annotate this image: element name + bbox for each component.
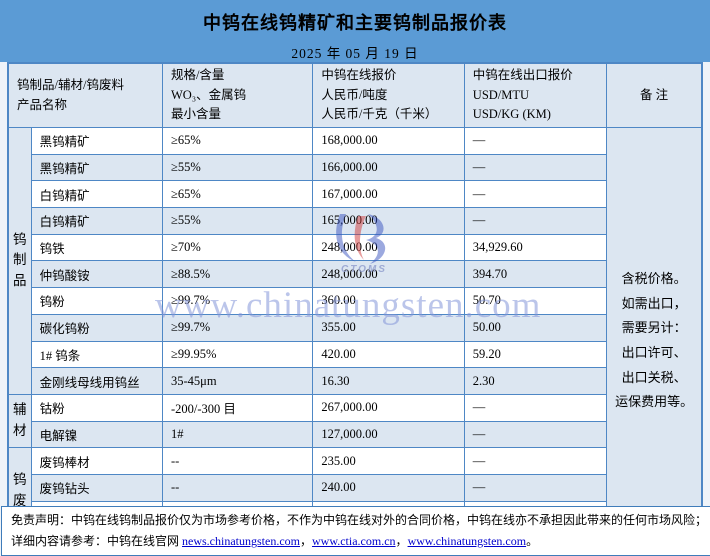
report-date: 2025 年 05 月 19 日 [291,46,419,61]
spec-value: ≥55% [161,153,314,182]
export-price: 34,929.60 [463,233,608,262]
link-chinatungsten[interactable]: www.chinatungsten.com [407,534,527,548]
export-price: — [463,473,608,502]
link-news-chinatungsten[interactable]: news.chinatungsten.com [182,534,300,548]
link-ctia[interactable]: www.ctia.com.cn [312,534,396,548]
spec-value: ≥99.95% [161,340,314,369]
export-price: 59.20 [463,340,608,369]
table-row: 1# 钨条 ≥99.95% 420.00 59.20 [8,340,702,369]
product-name: 1# 钨条 [30,340,163,369]
table-row: 碳化钨粉 ≥99.7% 355.00 50.00 [8,313,702,342]
spec-value: ≥99.7% [161,313,314,342]
spec-value: ≥65% [161,180,314,209]
cny-price: 235.00 [312,447,465,475]
table-row: 钨铁 ≥70% 248,000.00 34,929.60 [8,233,702,262]
spec-value: ≥65% [161,127,314,155]
spec-value: 35-45μm [161,367,314,395]
cny-price: 166,000.00 [312,153,465,182]
table-row: 仲钨酸铵 ≥88.5% 248,000.00 394.70 [8,260,702,289]
product-name: 废钨棒材 [30,447,163,475]
export-price: — [463,207,608,235]
product-name: 钴粉 [30,393,163,422]
table-row: 钨制品 黑钨精矿 ≥65% 168,000.00 — 含税价格。 如需出口， 需… [7,127,703,556]
cny-price: 248,000.00 [312,260,465,289]
group-label-tungsten-products: 钨制品 [7,127,32,395]
spec-value: -- [161,447,314,475]
cny-price: 267,000.00 [312,393,465,422]
table-row: 辅材 钴粉 -200/-300 目 267,000.00 — [7,393,702,449]
export-price: 50.70 [463,287,608,315]
header-product: 钨制品/辅材/钨废料 产品名称 [7,62,163,128]
cny-price: 127,000.00 [312,420,465,449]
cny-price: 355.00 [312,313,465,342]
table-row: 金刚线母线用钨丝 35-45μm 16.30 2.30 [8,367,702,395]
export-price: — [463,447,608,475]
report-title: 中钨在线钨精矿和主要钨制品报价表 [203,13,507,33]
price-table: 钨制品/辅材/钨废料 产品名称 规格/含量 WO₃、金属钨 最小含量 中钨在线报… [7,62,703,556]
product-name: 黑钨精矿 [30,127,163,155]
export-price: 394.70 [463,260,608,289]
product-name: 电解镍 [30,420,163,449]
export-price: — [463,127,608,155]
cny-price: 248,000.00 [312,233,465,262]
export-price: — [463,153,608,182]
cny-price: 167,000.00 [312,180,465,209]
cny-price: 240.00 [312,473,465,502]
spec-value: -200/-300 目 [161,393,314,422]
product-name: 黑钨精矿 [30,153,163,182]
table-row: 钨粉 ≥99.7% 360.00 50.70 [8,287,702,315]
cny-price: 360.00 [312,287,465,315]
export-price: — [463,393,608,422]
header-export-price: 中钨在线出口报价 USD/MTU USD/KG (KM) [463,62,608,128]
spec-value: -- [161,473,314,502]
cny-price: 16.30 [312,367,465,395]
cny-price: 420.00 [312,340,465,369]
product-name: 白钨精矿 [30,180,163,209]
export-price: 2.30 [463,367,608,395]
banner: 中钨在线钨精矿和主要钨制品报价表 2025 年 05 月 19 日 [0,0,710,62]
cny-price: 165,000.00 [312,207,465,235]
export-price: — [463,180,608,209]
cny-price: 168,000.00 [312,127,465,155]
header-spec: 规格/含量 WO₃、金属钨 最小含量 [161,62,314,128]
product-name: 废钨钻头 [30,473,163,502]
table-row: 电解镍 1# 127,000.00 — [8,420,702,449]
spec-value: ≥88.5% [161,260,314,289]
product-name: 钨粉 [30,287,163,315]
product-name: 钨铁 [30,233,163,262]
disclaimer: 免责声明：中钨在线钨制品报价仅为市场参考价格，不作为中钨在线对外的合同价格，中钨… [1,506,710,556]
spec-value: ≥99.7% [161,287,314,315]
spec-value: ≥70% [161,233,314,262]
header-cny-price: 中钨在线报价 人民币/吨度 人民币/千克（千米） [312,62,465,128]
table-row: 钨废料 废钨棒材 -- 235.00 — [7,447,702,556]
remark-cell: 含税价格。 如需出口， 需要另计： 出口许可、 出口关税、 运保费用等。 [606,127,703,556]
table-row: 黑钨精矿 ≥55% 166,000.00 — [8,153,702,182]
header-remark: 备 注 [606,62,703,128]
spec-value: 1# [161,420,314,449]
product-name: 仲钨酸铵 [30,260,163,289]
disclaimer-line2: 详细内容请参考：中钨在线官网 news.chinatungsten.com，ww… [11,534,539,548]
table-row: 白钨精矿 ≥55% 165,000.00 — [8,207,702,235]
product-name: 碳化钨粉 [30,313,163,342]
product-name: 白钨精矿 [30,207,163,235]
disclaimer-line1: 免责声明：中钨在线钨制品报价仅为市场参考价格，不作为中钨在线对外的合同价格，中钨… [11,513,708,527]
table-row: 废钨钻头 -- 240.00 — [8,473,702,502]
spec-value: ≥55% [161,207,314,235]
export-price: 50.00 [463,313,608,342]
table-header-row: 钨制品/辅材/钨废料 产品名称 规格/含量 WO₃、金属钨 最小含量 中钨在线报… [7,62,703,128]
export-price: — [463,420,608,449]
table-row: 白钨精矿 ≥65% 167,000.00 — [8,180,702,209]
group-label-auxiliary-materials: 辅材 [7,393,32,449]
product-name: 金刚线母线用钨丝 [30,367,163,395]
